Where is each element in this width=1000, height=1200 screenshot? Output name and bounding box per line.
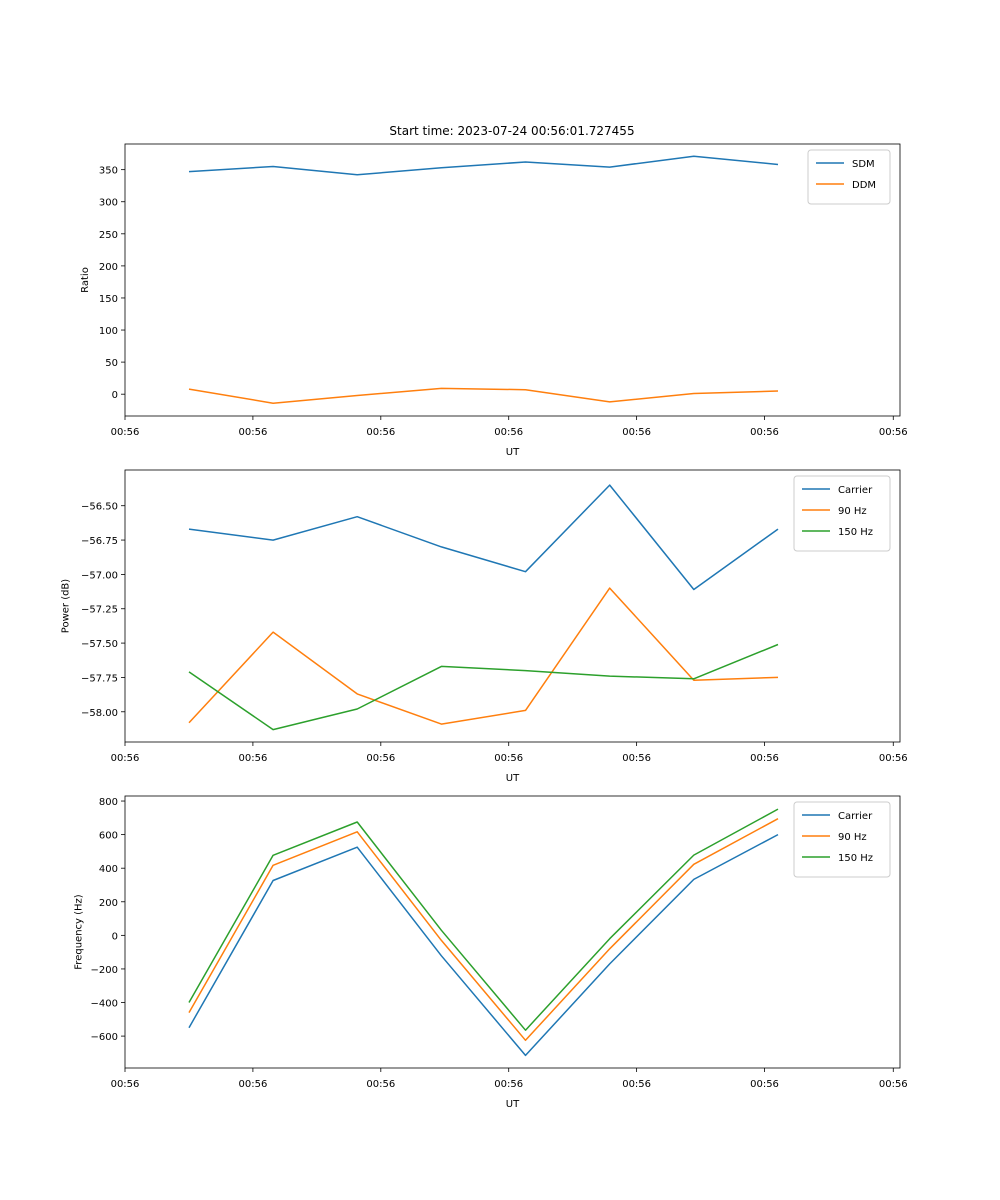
- charts-0-y-tick-label: 50: [105, 358, 118, 369]
- charts-1-series-150-hz-line: [188, 643, 779, 731]
- charts-2-panel: 00:56 00:56 00:56 00:56 00:56 00:56 00:56 −600 −…: [73, 795, 908, 1110]
- charts-0-legend: [807, 149, 891, 205]
- charts-0-series-sdm-line: [188, 155, 779, 176]
- charts-0-y-axis-label: Ratio: [80, 267, 91, 293]
- charts-2-legend-label: Carrier: [838, 811, 873, 822]
- charts-1-y-axis-label: Power (dB): [61, 579, 72, 634]
- charts-1-y-tick-label: −57.00: [81, 570, 118, 581]
- charts-2-y-tick-label: 400: [99, 864, 118, 875]
- charts-1-y-tick-label: −56.75: [81, 536, 118, 547]
- charts-1-x-tick-label: 00:56: [750, 753, 779, 764]
- charts-2-x-tick-label: 00:56: [622, 1079, 651, 1090]
- charts-0-x-tick-label: 00:56: [750, 427, 779, 438]
- charts-2-x-tick-label: 00:56: [494, 1079, 523, 1090]
- charts-2-y-tick-label: 0: [112, 931, 118, 942]
- charts-0-frame: [124, 143, 901, 417]
- charts-0-x-tick-label: 00:56: [111, 427, 140, 438]
- charts-1-y-tick-label: −58.00: [81, 708, 118, 719]
- charts-0-x-tick-label: 00:56: [879, 427, 908, 438]
- charts-0-y-tick-label: 300: [99, 198, 118, 209]
- charts-1-y-tick-label: −57.75: [81, 673, 118, 684]
- charts-2-series-90-hz-line: [188, 818, 779, 1042]
- charts-2-x-tick-label: 00:56: [111, 1079, 140, 1090]
- charts-1-series-carrier-line: [188, 484, 779, 591]
- charts-0-y-tick-label: 0: [112, 390, 118, 401]
- charts-0-x-tick-label: 00:56: [494, 427, 523, 438]
- charts-2-series-150-hz-line: [188, 808, 779, 1031]
- charts-0-x-tick-label: 00:56: [366, 427, 395, 438]
- charts-2-y-tick-label: −400: [91, 999, 118, 1010]
- charts-1-x-axis-label: UT: [506, 773, 520, 784]
- charts-0-legend-label: DDM: [852, 180, 876, 191]
- charts-0-series-ddm-line: [188, 387, 779, 404]
- charts-0-y-tick-label: 350: [99, 166, 118, 177]
- charts-2-x-tick-label: 00:56: [879, 1079, 908, 1090]
- charts-1-x-tick-label: 00:56: [879, 753, 908, 764]
- charts-1-y-tick-label: −57.50: [81, 639, 118, 650]
- charts-0-y-tick-label: 100: [99, 326, 118, 337]
- charts-1-x-tick-label: 00:56: [238, 753, 267, 764]
- charts-1-legend-label: 150 Hz: [838, 527, 873, 538]
- charts-0-legend-label: SDM: [852, 159, 875, 170]
- charts-1-legend-label: 90 Hz: [838, 506, 867, 517]
- charts-0-x-tick-label: 00:56: [238, 427, 267, 438]
- charts-1-y-tick-label: −56.50: [81, 502, 118, 513]
- charts-0-y-tick-label: 150: [99, 294, 118, 305]
- charts-2-y-tick-label: 200: [99, 898, 118, 909]
- charts-2-frame: [124, 795, 901, 1069]
- charts-1-frame: [124, 469, 901, 743]
- charts-1-x-tick-label: 00:56: [366, 753, 395, 764]
- charts-2-series-carrier-line: [188, 833, 779, 1057]
- charts-2-y-tick-label: 600: [99, 831, 118, 842]
- charts-1-legend-label: Carrier: [838, 485, 873, 496]
- figure-title: Start time: 2023-07-24 00:56:01.727455: [389, 124, 634, 138]
- charts-1-x-tick-label: 00:56: [622, 753, 651, 764]
- charts-0-panel: 00:56 00:56 00:56 00:56 00:56 00:56 00:56 0 50 10…: [80, 143, 908, 458]
- charts-2-y-tick-label: −600: [91, 1032, 118, 1043]
- charts-2-legend-label: 150 Hz: [838, 853, 873, 864]
- charts-2-y-axis-label: Frequency (Hz): [73, 894, 84, 970]
- charts-2-y-tick-label: 800: [99, 797, 118, 808]
- charts-1-series-90-hz-line: [188, 587, 779, 725]
- charts-1-y-tick-label: −57.25: [81, 605, 118, 616]
- charts-2-plot-area: [125, 796, 900, 1068]
- charts-1-panel: 00:56 00:56 00:56 00:56 00:56 00:56 00:56 −58.0…: [61, 469, 908, 784]
- charts-2-x-axis-label: UT: [506, 1099, 520, 1110]
- charts-2-y-tick-label: −200: [91, 965, 118, 976]
- charts-2-legend: [793, 801, 891, 878]
- charts-2-x-tick-label: 00:56: [366, 1079, 395, 1090]
- charts-2-legend-label: 90 Hz: [838, 832, 867, 843]
- charts-1-legend: [793, 475, 891, 552]
- charts-1-x-tick-label: 00:56: [111, 753, 140, 764]
- charts-1-x-tick-label: 00:56: [494, 753, 523, 764]
- charts-0-y-tick-label: 250: [99, 230, 118, 241]
- charts-0-x-axis-label: UT: [506, 447, 520, 458]
- charts-1-plot-area: [125, 470, 900, 742]
- charts-2-x-tick-label: 00:56: [238, 1079, 267, 1090]
- charts-0-plot-area: [125, 144, 900, 416]
- charts-2-x-tick-label: 00:56: [750, 1079, 779, 1090]
- charts-0-y-tick-label: 200: [99, 262, 118, 273]
- charts-0-x-tick-label: 00:56: [622, 427, 651, 438]
